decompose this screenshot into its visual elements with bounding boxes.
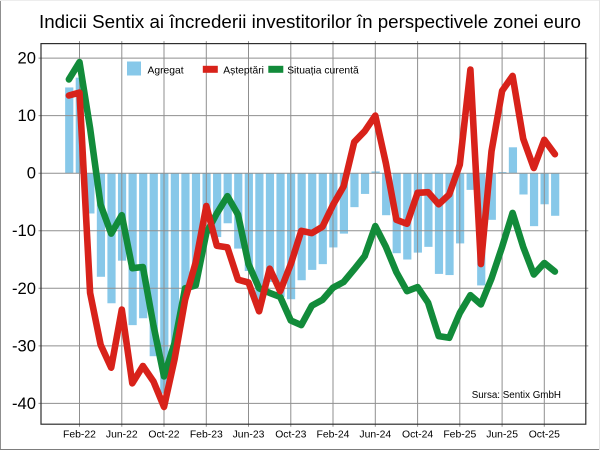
svg-text:0: 0 [27,164,36,183]
svg-text:-30: -30 [12,336,36,355]
svg-text:Oct-23: Oct-23 [275,430,306,441]
svg-text:Așteptări: Așteptări [223,66,264,77]
svg-text:10: 10 [18,106,36,125]
svg-text:Jun-23: Jun-23 [233,430,265,441]
svg-text:Feb-22: Feb-22 [63,430,96,441]
svg-text:Jun-25: Jun-25 [486,430,518,441]
svg-text:-10: -10 [12,221,36,240]
svg-text:-20: -20 [12,279,36,298]
svg-text:Feb-23: Feb-23 [190,430,223,441]
svg-text:Indicii Sentix ai încrederii i: Indicii Sentix ai încrederii investitori… [39,11,581,32]
svg-text:20: 20 [18,49,36,68]
svg-text:Jun-24: Jun-24 [359,430,391,441]
svg-text:Jun-22: Jun-22 [106,430,138,441]
svg-text:Oct-24: Oct-24 [402,430,433,441]
svg-text:Oct-25: Oct-25 [529,430,560,441]
svg-text:Feb-24: Feb-24 [317,430,350,441]
svg-text:Agregat: Agregat [148,66,184,77]
svg-text:-40: -40 [12,394,36,413]
svg-text:Oct-22: Oct-22 [148,430,179,441]
svg-text:Feb-25: Feb-25 [443,430,476,441]
svg-text:Situația curentă: Situația curentă [287,66,359,77]
svg-text:Sursa: Sentix GmbH: Sursa: Sentix GmbH [472,390,561,401]
